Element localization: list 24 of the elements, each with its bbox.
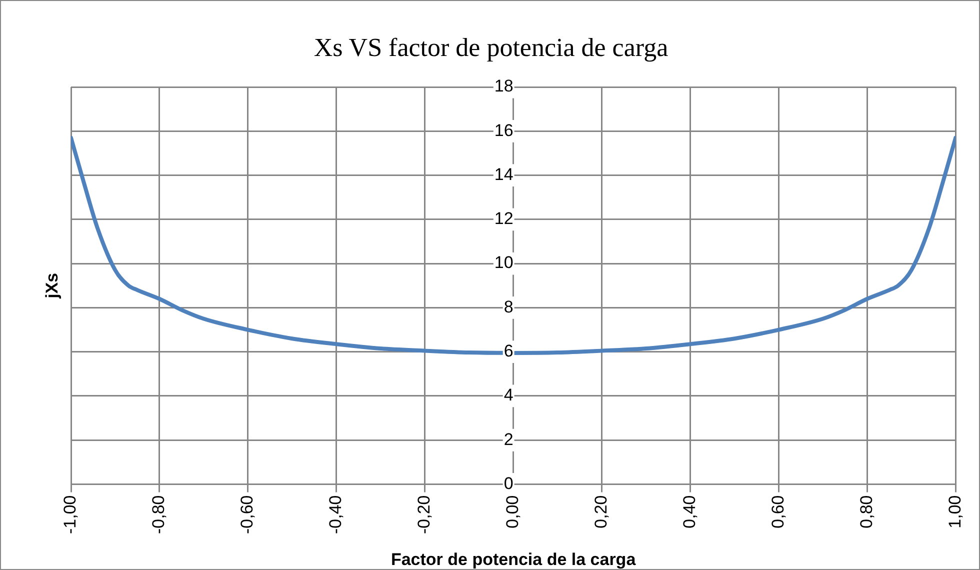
x-tick-label: 0,20 — [591, 495, 610, 528]
x-tick-label: -1,00 — [60, 495, 80, 534]
x-tick-label: -0,40 — [326, 495, 346, 534]
y-axis-title: jXs — [42, 272, 62, 300]
y-tick-label: 16 — [494, 120, 514, 140]
x-tick-label: 1,00 — [945, 495, 964, 528]
y-tick-label: 12 — [494, 209, 514, 228]
y-tick-label: 14 — [494, 164, 514, 184]
y-tick-label: 18 — [494, 76, 514, 96]
x-axis-title: Factor de potencia de la carga — [390, 550, 636, 569]
x-tick-label: 0,60 — [768, 495, 788, 528]
y-tick-label: 2 — [504, 430, 514, 449]
x-tick-label: -0,80 — [149, 495, 168, 534]
y-tick-label: 6 — [504, 342, 514, 361]
chart-title: Xs VS factor de potencia de carga — [314, 32, 669, 62]
x-tick-label: 0,40 — [680, 495, 699, 528]
y-tick-label: 4 — [504, 386, 514, 405]
x-tick-label: 0,00 — [502, 495, 522, 528]
y-tick-label: 10 — [494, 253, 514, 272]
x-tick-label: -0,20 — [414, 495, 434, 534]
y-tick-label: 0 — [504, 474, 514, 493]
x-tick-label: 0,80 — [856, 495, 876, 528]
x-tick-label: -0,60 — [238, 495, 257, 534]
y-tick-label: 8 — [504, 297, 514, 316]
